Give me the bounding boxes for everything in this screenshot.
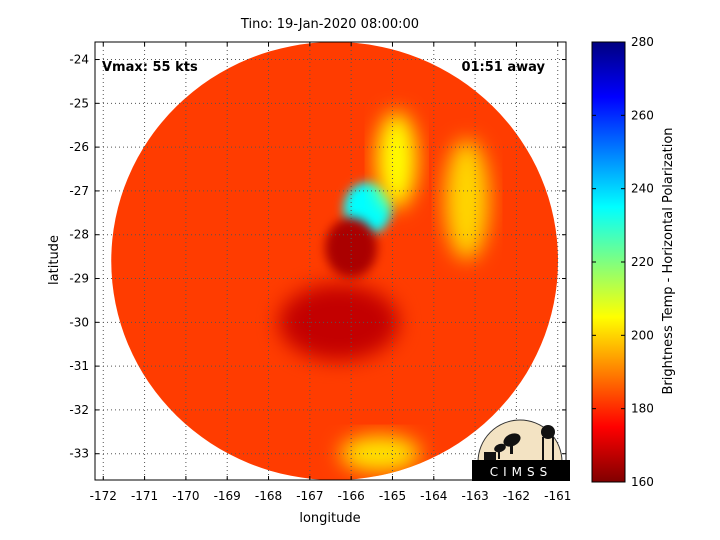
x-tick-label: -168	[255, 489, 282, 503]
time-away-annotation: 01:51 away	[461, 60, 545, 75]
colorbar-tick-label: 200	[631, 328, 654, 342]
y-tick-label: -26	[69, 140, 89, 154]
y-tick-label: -32	[69, 403, 89, 417]
y-tick-label: -33	[69, 447, 89, 461]
swath-feature-cold-band-ne	[376, 112, 417, 209]
x-tick-label: -162	[503, 489, 530, 503]
chart-title: Tino: 19-Jan-2020 08:00:00	[240, 17, 419, 32]
swath-feature-cold-band-s	[340, 435, 421, 472]
colorbar-tick-label: 280	[631, 35, 654, 49]
logo-text: CIMSS	[490, 465, 553, 479]
swath-image	[111, 42, 559, 480]
colorbar-label: Brightness Temp - Horizontal Polarizatio…	[661, 127, 676, 394]
x-tick-label: -169	[214, 489, 241, 503]
swath-feature-warm-spiral	[278, 284, 399, 361]
colorbar-tick-label: 180	[631, 402, 654, 416]
swath-feature-warm-eye	[325, 217, 378, 278]
x-tick-label: -172	[90, 489, 117, 503]
colorbar-tick-label: 240	[631, 182, 654, 196]
colorbar-tick-label: 220	[631, 255, 654, 269]
y-tick-label: -29	[69, 272, 89, 286]
vmax-annotation: Vmax: 55 kts	[102, 60, 198, 75]
y-tick-label: -30	[69, 315, 89, 329]
x-tick-label: -165	[379, 489, 406, 503]
y-axis-label: latitude	[47, 235, 62, 285]
logo-silhouettes	[484, 425, 555, 462]
x-tick-label: -167	[296, 489, 323, 503]
y-tick-label: -24	[69, 53, 89, 67]
x-tick-label: -166	[338, 489, 365, 503]
logo-banner	[472, 460, 570, 481]
y-tick-label: -31	[69, 359, 89, 373]
cimss-logo: CIMSS	[472, 419, 570, 481]
swath-feature-cold-band-e	[444, 139, 489, 260]
y-tick-label: -25	[69, 96, 89, 110]
x-tick-label: -161	[544, 489, 571, 503]
colorbar-gradient	[591, 41, 626, 483]
x-tick-label: -170	[172, 489, 199, 503]
colorbar-tick-label: 160	[631, 475, 654, 489]
x-axis-label: longitude	[299, 511, 360, 526]
plot-frame	[94, 41, 567, 481]
plot-area	[111, 42, 559, 480]
x-tick-label: -163	[461, 489, 488, 503]
colorbar-tick-label: 260	[631, 108, 654, 122]
colorbar: 160 180 200 220 240 260 280	[591, 35, 654, 489]
x-axis-ticks: -172 -171 -170 -169 -168 -167 -166 -165 -164 -163…	[90, 42, 571, 503]
y-tick-label: -27	[69, 184, 89, 198]
y-axis-ticks: -24 -25 -26 -27 -28 -29 -30 -31 -32 -33	[69, 53, 566, 461]
x-tick-label: -171	[131, 489, 158, 503]
colorbar-ticks: 160 180 200 220 240 260 280	[592, 35, 654, 489]
y-tick-label: -28	[69, 228, 89, 242]
x-tick-label: -164	[420, 489, 447, 503]
